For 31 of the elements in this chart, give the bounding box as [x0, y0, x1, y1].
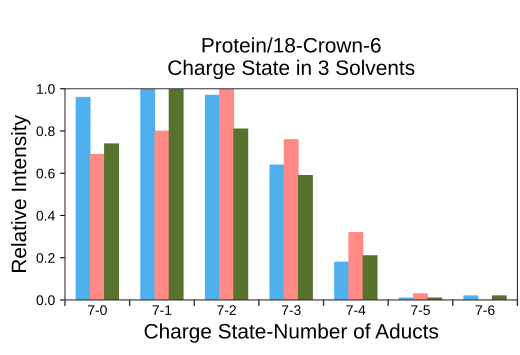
y-axis-title: Relative Intensity — [10, 115, 30, 272]
bar — [90, 154, 105, 300]
y-tick-label: 0.8 — [36, 126, 55, 136]
x-tick-label: 7-1 — [152, 305, 172, 315]
bar — [140, 88, 156, 300]
x-tick-label: 7-0 — [88, 305, 107, 316]
bar — [168, 88, 184, 300]
y-tick-label: 1.0 — [37, 84, 55, 94]
y-tick-label: 0.6 — [36, 168, 55, 178]
bar — [362, 255, 378, 300]
bar — [104, 143, 119, 300]
y-tick-label: 0.4 — [36, 210, 55, 221]
bar — [154, 130, 170, 300]
bar — [298, 175, 313, 300]
y-tick-label: 0.2 — [36, 253, 55, 263]
bar — [334, 262, 350, 300]
x-axis-title: Charge State-Number of Aducts — [144, 323, 438, 343]
chart-title: Protein/18-Crown-6 Charge State in 3 Solvents — [168, 37, 414, 80]
x-tick-label: 7-2 — [217, 305, 236, 315]
y-tick-label: 0.0 — [36, 295, 55, 306]
x-tick-label: 7-4 — [346, 305, 366, 315]
bar — [284, 139, 299, 300]
bar — [219, 88, 234, 300]
bar — [233, 128, 248, 300]
bar — [76, 96, 91, 300]
x-tick-label: 7-6 — [476, 305, 495, 316]
bar — [348, 232, 364, 300]
x-tick-label: 7-3 — [282, 305, 301, 316]
x-tick-label: 7-5 — [411, 305, 430, 316]
bar — [204, 94, 220, 300]
bar — [270, 164, 284, 300]
